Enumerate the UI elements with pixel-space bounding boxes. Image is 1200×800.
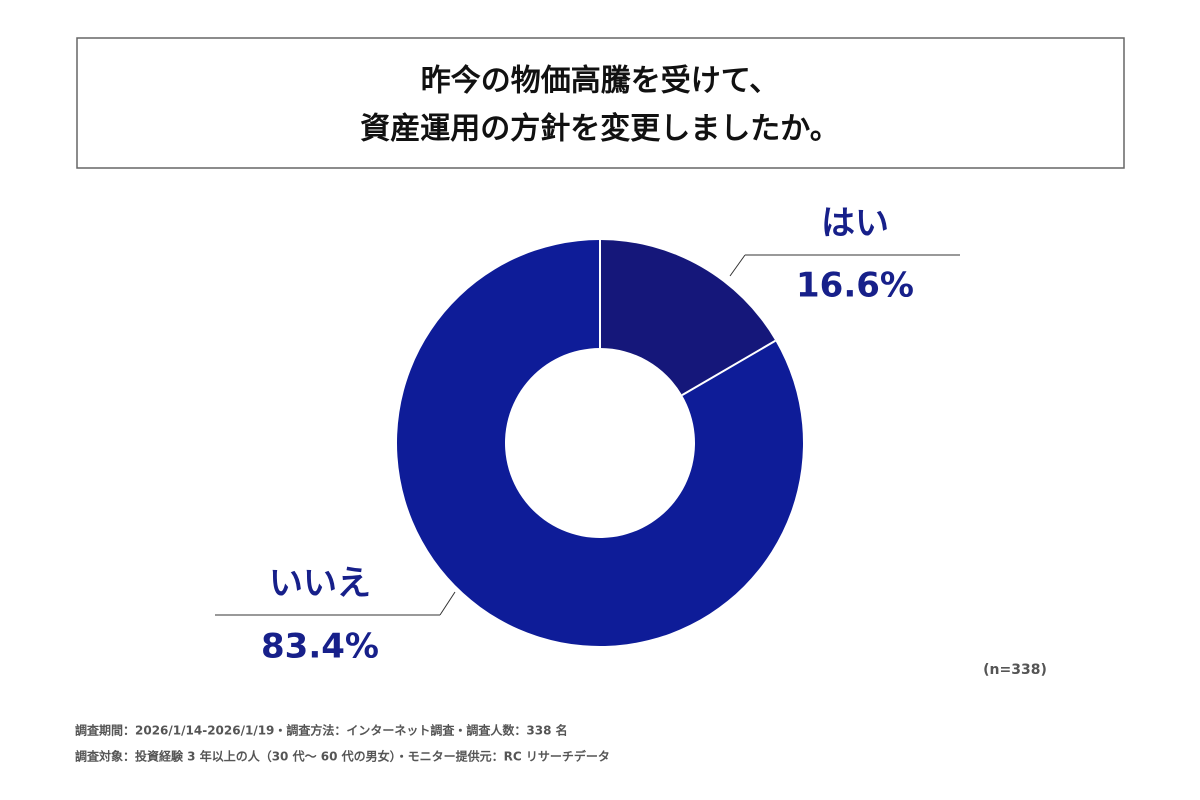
sample-note: (n=338) [983,662,1047,678]
leader-line [439,591,456,616]
slice [397,240,804,646]
slice-separator [681,339,776,397]
chart-title: 資産運用の方針を変更しましたか。 [360,112,839,147]
title-box [76,37,1125,169]
value-label: 16.6% [796,266,914,306]
footnote: 調査期間：2026/1/14-2026/1/19・調査方法：インターネット調査・… [75,723,568,738]
footnote: 調査対象：投資経験 3 年以上の人（30 代〜 60 代の男女）・モニター提供元… [75,749,610,764]
category-label: いいえ [269,564,371,604]
chart-title: 昨今の物価高騰を受けて、 [421,64,780,99]
slice [600,240,776,396]
leader-line [729,254,746,277]
value-label: 83.4% [261,627,379,667]
category-label: はい [821,204,889,244]
